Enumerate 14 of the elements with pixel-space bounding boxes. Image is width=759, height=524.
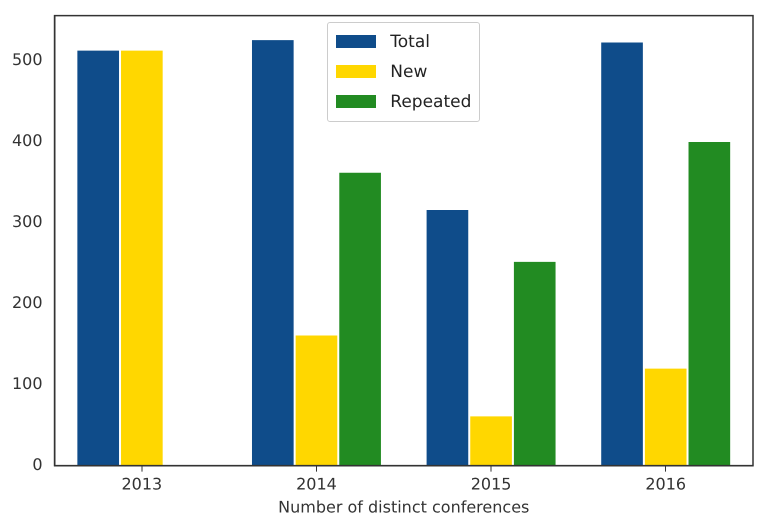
- x-axis-title: Number of distinct conferences: [278, 498, 530, 517]
- x-tick-label: 2014: [296, 474, 337, 494]
- y-tick-label: 500: [12, 50, 43, 70]
- y-tick-label: 100: [12, 374, 43, 393]
- y-tick-label: 0: [32, 454, 43, 474]
- y-tick-label: 300: [12, 212, 43, 231]
- y-tick-label: 200: [12, 292, 43, 312]
- x-tick-label: 2013: [121, 474, 162, 494]
- y-tick-label: 400: [12, 131, 43, 150]
- x-tick-label: 2016: [645, 474, 686, 494]
- legend-label: Total: [390, 32, 430, 52]
- legend-label: Repeated: [390, 92, 472, 112]
- x-tick-label: 2015: [470, 474, 512, 494]
- legend-label: New: [390, 62, 428, 82]
